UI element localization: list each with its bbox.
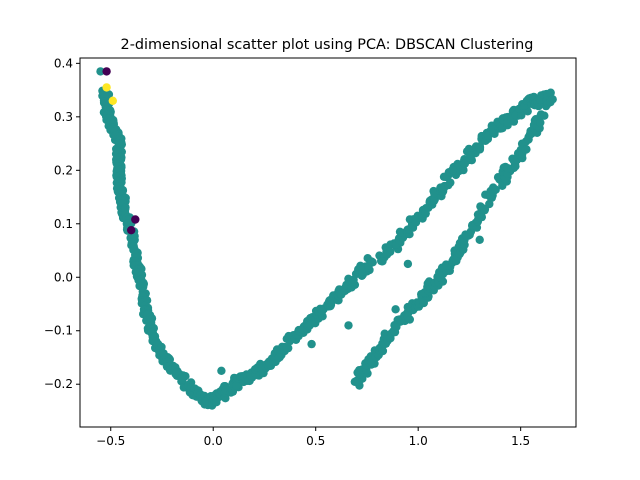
data-point	[108, 96, 118, 106]
data-point	[96, 67, 105, 76]
data-point	[114, 139, 123, 148]
data-point	[127, 226, 136, 235]
x-tick-label: 1.5	[511, 434, 530, 448]
x-tick-label: 1.0	[409, 434, 428, 448]
data-point	[131, 215, 140, 224]
data-point	[318, 306, 327, 315]
data-point	[448, 166, 458, 175]
data-point	[378, 257, 387, 266]
data-point	[405, 315, 414, 324]
data-point	[475, 235, 484, 244]
data-point	[466, 151, 475, 160]
y-tick-label: 0.4	[54, 56, 73, 70]
data-point	[232, 381, 241, 390]
data-point	[172, 368, 181, 377]
x-tick-label: −0.5	[96, 434, 125, 448]
data-point	[177, 373, 186, 383]
x-axis: −0.5 0.0 0.5 1.0 1.5	[96, 427, 530, 448]
data-point	[446, 178, 455, 187]
data-point	[386, 247, 395, 256]
data-point	[378, 346, 388, 356]
data-point	[157, 342, 166, 352]
data-point	[403, 259, 413, 269]
data-point	[491, 185, 500, 194]
x-tick-label: 0.5	[306, 434, 325, 448]
data-point	[430, 189, 439, 198]
data-point	[102, 67, 111, 76]
y-axis: −0.2 −0.1 0.0 0.1 0.2 0.3 0.4	[44, 56, 80, 391]
data-point	[307, 339, 316, 349]
data-point	[212, 398, 221, 407]
data-point	[521, 145, 530, 154]
data-point	[217, 366, 226, 375]
y-tick-label: 0.0	[54, 270, 73, 284]
data-point	[391, 305, 400, 314]
plot-frame	[79, 57, 577, 428]
data-point	[475, 143, 485, 152]
data-point	[477, 212, 486, 222]
data-point	[540, 111, 549, 120]
data-point	[131, 250, 140, 260]
data-point	[480, 206, 489, 215]
data-point	[536, 118, 545, 127]
chart-title: 2-dimensional scatter plot using PCA: DB…	[121, 37, 534, 53]
data-point	[344, 321, 353, 330]
y-tick-label: −0.1	[44, 324, 73, 338]
y-tick-label: 0.3	[54, 110, 73, 124]
data-point	[548, 95, 557, 104]
y-tick-label: 0.1	[54, 217, 73, 231]
y-tick-label: 0.2	[54, 163, 73, 177]
data-point	[517, 111, 526, 120]
data-point	[546, 88, 555, 97]
x-tick-label: 0.0	[204, 434, 223, 448]
y-tick-label: −0.2	[44, 377, 73, 391]
points-layer	[96, 67, 557, 410]
data-point	[102, 83, 111, 92]
data-point	[464, 144, 474, 154]
data-point	[493, 173, 503, 182]
data-point	[367, 257, 376, 266]
data-point	[282, 343, 291, 352]
